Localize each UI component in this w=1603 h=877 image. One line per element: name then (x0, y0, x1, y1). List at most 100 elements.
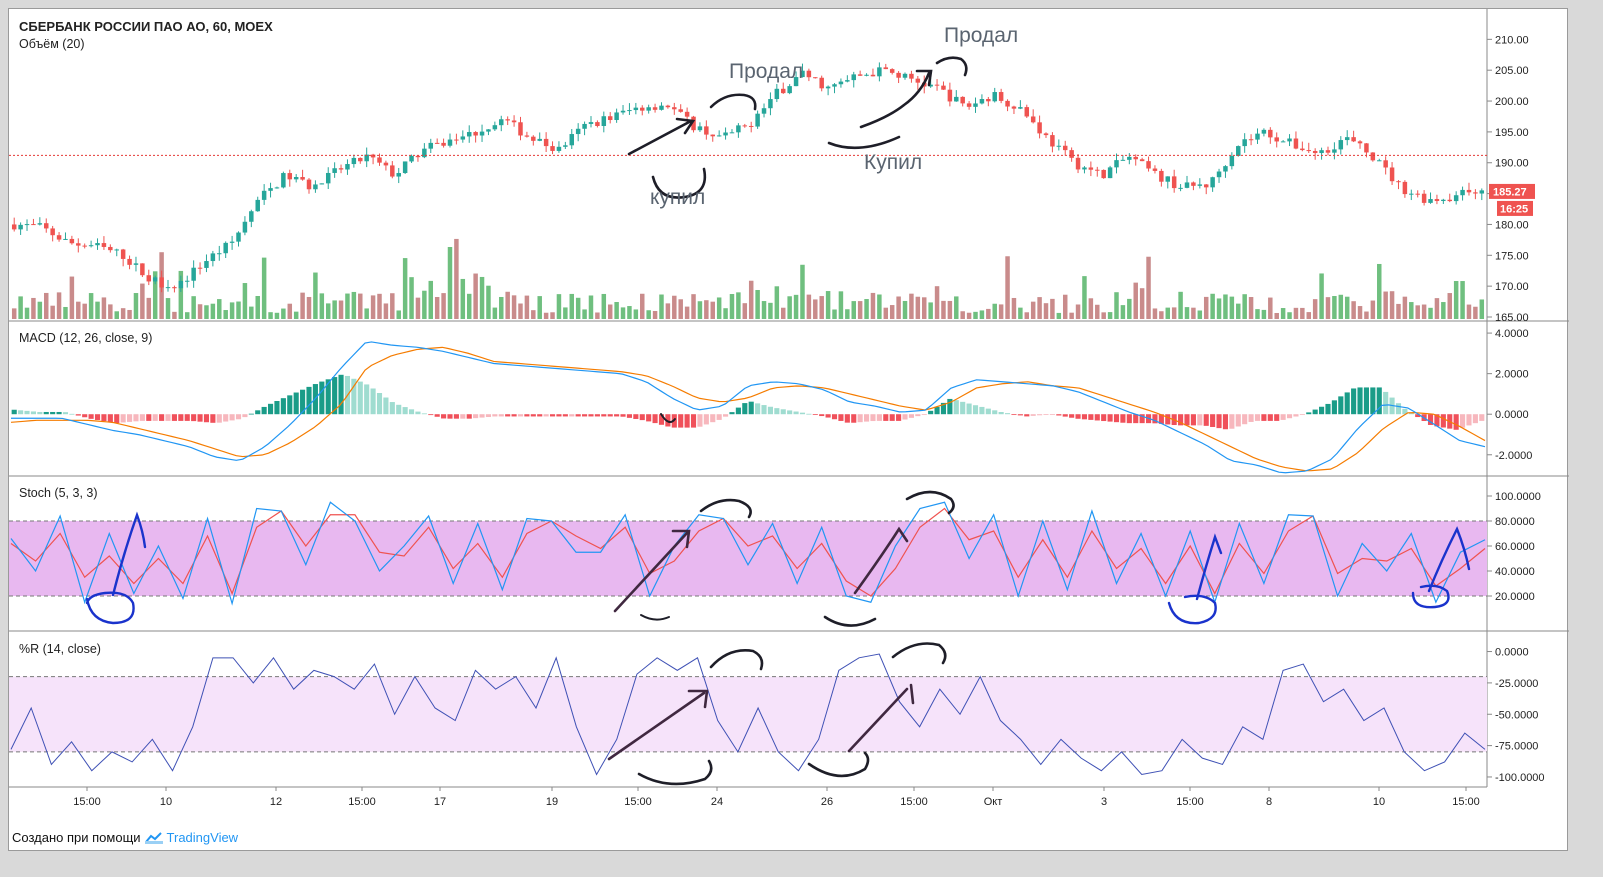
arrow-up-2 (859, 69, 933, 129)
stoch-d-line (10, 507, 1486, 597)
macd-histogram-bar (761, 405, 767, 415)
footer-brand[interactable]: TradingView (166, 830, 239, 845)
candle-body (909, 73, 914, 79)
macd-histogram-bar (479, 414, 485, 418)
volume-bar (345, 293, 350, 319)
x-tick-label: 10 (160, 796, 172, 808)
macd-histogram-bar (1178, 414, 1184, 426)
macd-histogram-bar (498, 414, 504, 417)
volume-bar (627, 306, 632, 319)
hand-annotations (607, 56, 968, 786)
macd-histogram-bar (203, 414, 210, 423)
candle-body (1236, 146, 1241, 156)
volume-bar (242, 283, 248, 319)
macd-histogram-bar (658, 414, 665, 425)
macd-histogram-bar (37, 411, 43, 415)
x-tick-label: 15:00 (1176, 796, 1204, 808)
candle-body (1351, 137, 1356, 142)
macd-histogram-bar (1113, 414, 1120, 423)
candle-body (1428, 199, 1433, 203)
x-tick-label: 12 (270, 796, 282, 808)
macd-histogram-bar (248, 413, 254, 415)
candle-body (1178, 187, 1183, 189)
candle-body (1184, 182, 1190, 188)
volume-bar (864, 299, 869, 319)
candle-body (18, 224, 23, 230)
stoch-tick-label: 40.0000 (1495, 566, 1535, 578)
volume-bar (704, 300, 709, 319)
candle-body (325, 172, 331, 184)
macd-histogram-bar (223, 414, 229, 422)
candle-body (870, 74, 876, 77)
macd-histogram-bar (1338, 396, 1344, 415)
macd-histogram-bar (114, 414, 120, 424)
macd-histogram-bar (1363, 387, 1370, 415)
volume-bar (781, 307, 786, 319)
volume-bar (1197, 310, 1203, 319)
candle-body (1050, 135, 1055, 147)
macd-histogram-bar (485, 414, 492, 418)
volume-bar (1203, 296, 1209, 319)
macd-histogram-bar (1126, 414, 1132, 424)
candle-body (1332, 149, 1337, 153)
macd-histogram-bar (139, 414, 145, 421)
candle-body (768, 99, 773, 109)
candle-body (524, 135, 530, 137)
volume-bar (947, 300, 953, 319)
candle-body (1229, 155, 1235, 167)
macd-histogram-bar (69, 413, 75, 415)
x-tick-label: 10 (1373, 796, 1385, 808)
volume-bar (306, 296, 312, 319)
candle-body (1402, 181, 1408, 195)
candle-body (428, 142, 434, 149)
volume-bar (274, 312, 280, 319)
macd-histogram-bar (364, 384, 370, 415)
wr-line (10, 653, 1486, 776)
macd-histogram-bar (1165, 414, 1171, 425)
candle-body (1069, 150, 1074, 158)
candle-body (229, 241, 235, 243)
volume-bar (358, 293, 363, 319)
volume-bar (614, 302, 619, 319)
volume-bar (447, 246, 453, 319)
candle-body (979, 99, 985, 104)
volume-bar (1165, 307, 1171, 319)
volume-bar (1396, 303, 1401, 319)
macd-histogram-bar (652, 414, 658, 424)
x-tick-label: 19 (546, 796, 558, 808)
price-tick-label: 180.00 (1495, 219, 1529, 231)
macd-tick-label: 0.0000 (1495, 409, 1529, 421)
macd-histogram-bar (1415, 414, 1421, 418)
volume-bars (11, 238, 1485, 319)
volume-bar (191, 296, 196, 319)
volume-bar (1037, 297, 1042, 319)
volume-bar (1114, 292, 1119, 319)
macd-histogram-bar (1299, 414, 1305, 416)
macd-histogram-bar (1203, 414, 1209, 426)
volume-bar (1050, 298, 1055, 319)
macd-histogram-bar (332, 377, 338, 415)
macd-histogram-bar (43, 411, 49, 415)
macd-histogram-bar (703, 414, 709, 425)
macd-histogram-bar (863, 414, 870, 422)
volume-bar (204, 305, 209, 319)
candle-body (165, 287, 171, 289)
volume-bar (1171, 307, 1177, 319)
macd-histogram-bar (1043, 414, 1049, 416)
volume-bar (1383, 291, 1388, 319)
candle-body (896, 72, 901, 78)
macd-histogram-bar (24, 410, 30, 415)
volume-bar (588, 295, 594, 319)
macd-plot (10, 341, 1486, 474)
candle-body (249, 211, 254, 222)
volume-bar (69, 276, 75, 319)
volume-bar (640, 293, 645, 319)
blue-annotations (85, 511, 1471, 625)
volume-bar (742, 303, 748, 319)
candle-body (640, 107, 645, 111)
macd-histogram-bar (1434, 414, 1440, 427)
candle-body (1293, 138, 1299, 149)
volume-bar (1261, 309, 1267, 319)
macd-histogram-bar (415, 411, 421, 415)
macd-histogram-bar (1319, 406, 1325, 415)
